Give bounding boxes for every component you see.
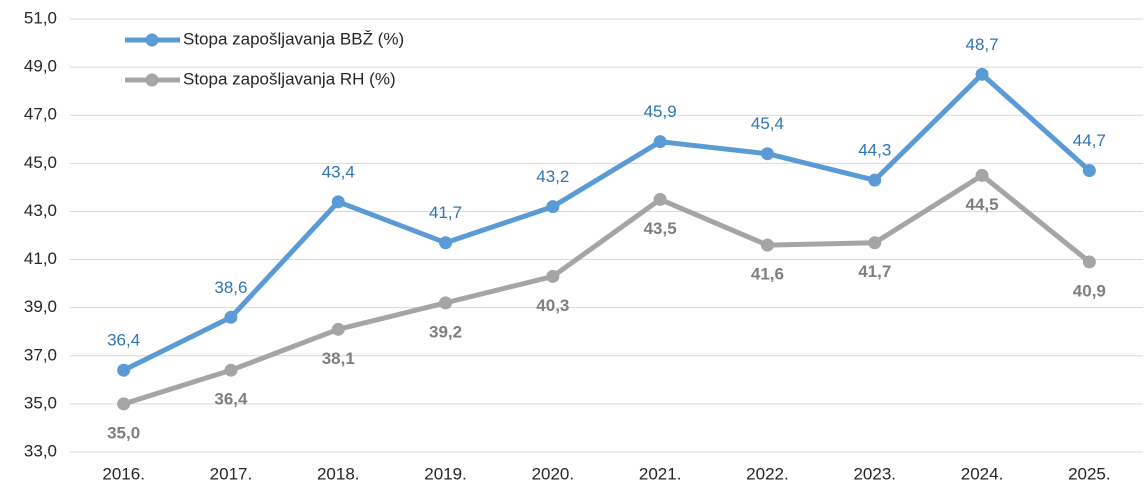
data-label: 38,6: [214, 278, 247, 297]
data-label: 40,9: [1073, 281, 1106, 300]
point: [653, 135, 667, 149]
point: [439, 296, 453, 310]
point: [224, 363, 238, 377]
y-tick-label: 43,0: [24, 201, 57, 220]
legend-label: Stopa zapošljavanja BBŽ (%): [183, 29, 404, 48]
data-label: 48,7: [966, 35, 999, 54]
point: [760, 238, 774, 252]
point: [653, 192, 667, 206]
point: [331, 322, 345, 336]
series-line: [122, 71, 1092, 373]
data-label: 44,7: [1073, 131, 1106, 150]
x-tick-label: 2019.: [424, 464, 467, 483]
data-label: 43,2: [536, 167, 569, 186]
y-tick-label: 47,0: [24, 105, 57, 124]
point: [1082, 255, 1096, 269]
x-tick-label: 2022.: [746, 464, 789, 483]
y-tick-label: 37,0: [24, 345, 57, 364]
point: [117, 363, 131, 377]
point: [975, 168, 989, 182]
point: [1082, 164, 1096, 178]
y-tick-label: 35,0: [24, 393, 57, 412]
data-label: 35,0: [107, 423, 140, 442]
x-tick-label: 2018.: [317, 464, 360, 483]
data-label: 40,3: [536, 296, 569, 315]
point: [868, 236, 882, 250]
y-tick-label: 33,0: [24, 441, 57, 460]
y-tick-label: 45,0: [24, 153, 57, 172]
legend-label: Stopa zapošljavanja RH (%): [183, 69, 396, 88]
data-label: 43,5: [644, 219, 677, 238]
point: [331, 195, 345, 209]
data-label: 41,7: [858, 262, 891, 281]
series-line: [122, 172, 1091, 407]
point: [975, 67, 989, 81]
data-label: 36,4: [107, 331, 140, 350]
y-tick-label: 51,0: [24, 8, 57, 27]
legend-marker: [145, 33, 159, 47]
data-label: 39,2: [429, 322, 462, 341]
data-label: 36,4: [214, 390, 248, 409]
x-tick-label: 2020.: [532, 464, 575, 483]
point: [224, 310, 238, 324]
x-tick-label: 2025.: [1068, 464, 1111, 483]
data-label: 41,7: [429, 203, 462, 222]
x-tick-label: 2023.: [853, 464, 896, 483]
x-tick-label: 2016.: [102, 464, 145, 483]
y-tick-label: 41,0: [24, 249, 57, 268]
data-label: 45,9: [644, 102, 677, 121]
data-label: 44,5: [966, 195, 999, 214]
point: [546, 269, 560, 283]
point: [868, 173, 882, 187]
x-tick-label: 2021.: [639, 464, 682, 483]
point: [760, 147, 774, 161]
legend-marker: [145, 73, 159, 87]
x-tick-label: 2017.: [210, 464, 253, 483]
data-label: 41,6: [751, 265, 784, 284]
data-label: 38,1: [322, 349, 355, 368]
data-label: 43,4: [322, 162, 355, 181]
y-tick-label: 39,0: [24, 297, 57, 316]
point: [117, 397, 131, 411]
data-label: 45,4: [751, 114, 784, 133]
x-tick-label: 2024.: [961, 464, 1004, 483]
point: [546, 200, 560, 214]
point: [439, 236, 453, 250]
data-label: 44,3: [858, 141, 891, 160]
y-tick-label: 49,0: [24, 57, 57, 76]
